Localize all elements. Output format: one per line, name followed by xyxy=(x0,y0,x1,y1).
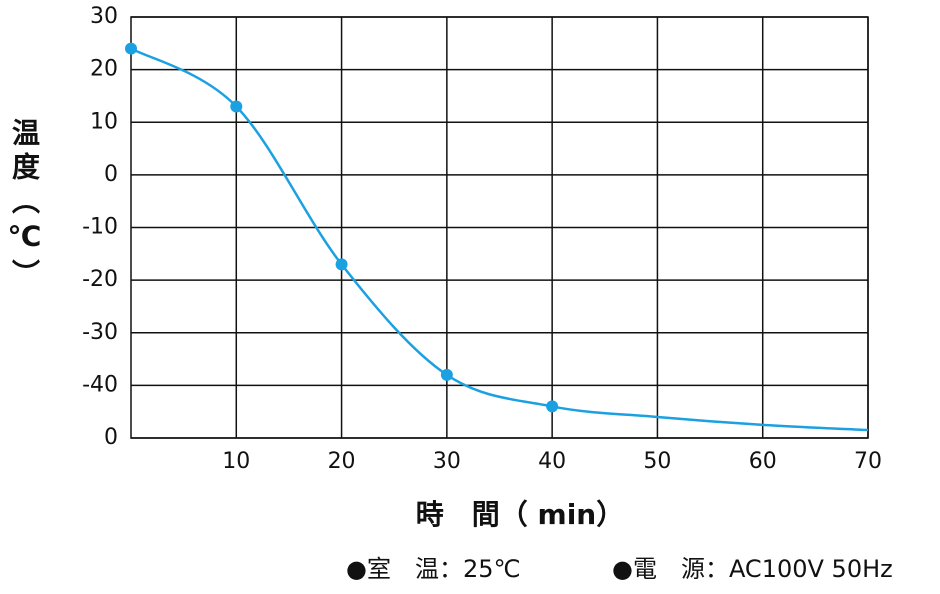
y-tick-label: -30 xyxy=(82,320,118,345)
x-tick-label: 60 xyxy=(749,449,777,474)
y-tick-label: 10 xyxy=(90,109,118,134)
note: ●室 温：25℃ xyxy=(346,555,520,583)
x-tick-label: 10 xyxy=(222,449,250,474)
line xyxy=(130,47,869,432)
x-axis-label: 時 間（ min） xyxy=(416,498,624,531)
x-tick-label: 30 xyxy=(433,449,461,474)
point xyxy=(230,100,243,113)
y-tick-label: 30 xyxy=(90,4,118,29)
point xyxy=(546,400,559,413)
y-tick-label: -40 xyxy=(82,372,118,397)
x-tick-label: 20 xyxy=(328,449,356,474)
y-tick-label: -20 xyxy=(82,267,118,292)
y-tick-label: 20 xyxy=(90,57,118,82)
y-tick-label: 0 xyxy=(104,162,118,187)
y-tick-label: -10 xyxy=(82,215,118,240)
point xyxy=(335,258,348,271)
point xyxy=(125,42,137,55)
x-tick-label: 70 xyxy=(854,449,882,474)
y-tick-label: 0 xyxy=(104,425,118,450)
x-tick-label: 50 xyxy=(643,449,671,474)
note: ●電 源：AC100V 50Hz xyxy=(612,555,893,583)
y-axis-label: 温度（℃） xyxy=(8,118,41,293)
point xyxy=(440,368,453,381)
x-tick-label: 40 xyxy=(538,449,566,474)
